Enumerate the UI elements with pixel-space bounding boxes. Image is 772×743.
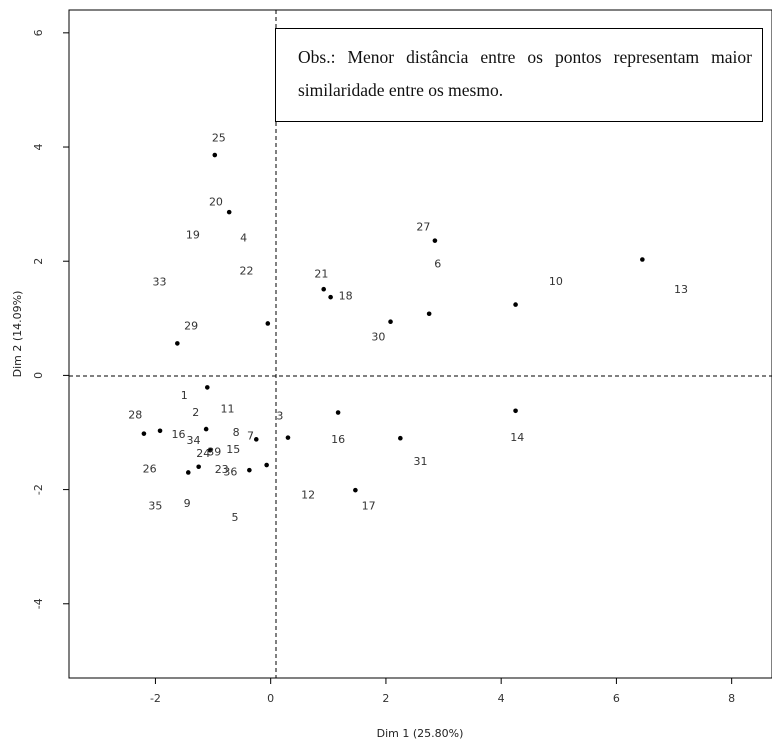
data-point xyxy=(321,286,326,292)
x-axis-title: Dim 1 (25.80%) xyxy=(377,727,464,740)
data-point xyxy=(203,426,209,432)
data-point xyxy=(196,464,201,470)
data-point xyxy=(285,435,291,440)
point-label: 10 xyxy=(549,275,563,288)
data-point xyxy=(175,341,180,346)
point-label: 27 xyxy=(416,221,430,234)
point-label: 7 xyxy=(247,429,254,442)
data-point xyxy=(353,487,358,493)
data-point xyxy=(141,431,147,436)
data-point xyxy=(253,437,259,442)
point-label: 26 xyxy=(143,463,157,476)
point-label: 34 xyxy=(186,434,200,447)
point-label: 16 xyxy=(331,433,345,446)
point-label: 39 xyxy=(207,445,221,458)
data-point xyxy=(247,467,252,473)
point-label: 4 xyxy=(240,231,247,244)
data-point xyxy=(398,435,403,441)
point-label: 21 xyxy=(314,267,328,280)
data-point xyxy=(328,294,333,300)
point-label: 23 xyxy=(215,463,229,476)
data-point xyxy=(513,302,518,307)
point-label: 11 xyxy=(220,403,234,416)
point-label: 14 xyxy=(510,431,524,444)
data-point xyxy=(388,319,393,325)
point-label: 29 xyxy=(184,319,198,332)
data-point xyxy=(335,410,341,415)
point-label: 3 xyxy=(276,410,283,423)
point-label: 6 xyxy=(434,258,441,271)
point-label: 35 xyxy=(148,500,162,513)
point-label: 25 xyxy=(212,131,226,144)
data-point xyxy=(204,385,210,390)
data-point xyxy=(157,428,163,434)
point-label: 17 xyxy=(362,500,376,513)
point-label: 13 xyxy=(674,283,688,296)
x-tick-label: 4 xyxy=(498,692,505,705)
y-tick-label: -4 xyxy=(32,598,45,609)
point-label: 22 xyxy=(239,264,253,277)
data-point xyxy=(426,311,432,317)
point-label: 28 xyxy=(128,408,142,421)
data-point xyxy=(185,470,191,475)
point-label: 16 xyxy=(171,428,185,441)
plot-frame xyxy=(68,9,772,679)
point-label: 9 xyxy=(184,497,191,510)
x-tick-label: 6 xyxy=(613,692,620,705)
point-label: 1 xyxy=(181,389,188,402)
point-label: 20 xyxy=(209,195,223,208)
point-label: 30 xyxy=(371,331,385,344)
data-point xyxy=(265,321,271,326)
y-tick-label: 0 xyxy=(32,372,45,379)
x-tick-label: 2 xyxy=(382,692,389,705)
point-label: 15 xyxy=(226,443,240,456)
point-label: 36 xyxy=(223,465,237,478)
point-label: 5 xyxy=(231,511,238,524)
data-points xyxy=(141,152,645,493)
point-label: 19 xyxy=(186,229,200,242)
annotation-text: Obs.: Menor distância entre os pontos re… xyxy=(298,47,752,100)
y-tick-label: -2 xyxy=(32,484,45,495)
x-axis-ticks: -2 0 2 4 6 8 xyxy=(150,678,735,705)
data-point xyxy=(513,408,518,414)
point-label: 24 xyxy=(196,447,210,460)
point-label: 33 xyxy=(152,275,166,288)
y-tick-label: 4 xyxy=(32,144,45,151)
annotation-box: Obs.: Menor distância entre os pontos re… xyxy=(275,28,763,122)
point-label: 31 xyxy=(414,455,428,468)
point-label: 8 xyxy=(233,426,240,439)
data-point xyxy=(212,152,218,158)
x-tick-label: 0 xyxy=(267,692,274,705)
data-point xyxy=(207,447,213,453)
point-label: 2 xyxy=(192,406,199,419)
y-axis-ticks: -4 -2 0 2 4 6 xyxy=(32,29,69,609)
y-axis-title: Dim 2 (14.09%) xyxy=(11,291,24,378)
y-tick-label: 2 xyxy=(32,258,45,265)
data-point xyxy=(264,462,269,468)
data-point xyxy=(432,238,438,243)
point-label: 18 xyxy=(339,290,353,303)
point-label: 12 xyxy=(301,488,315,501)
y-tick-label: 6 xyxy=(32,29,45,36)
data-point xyxy=(640,257,645,262)
x-tick-label: 8 xyxy=(728,692,735,705)
data-point xyxy=(226,209,232,215)
x-tick-label: -2 xyxy=(150,692,161,705)
